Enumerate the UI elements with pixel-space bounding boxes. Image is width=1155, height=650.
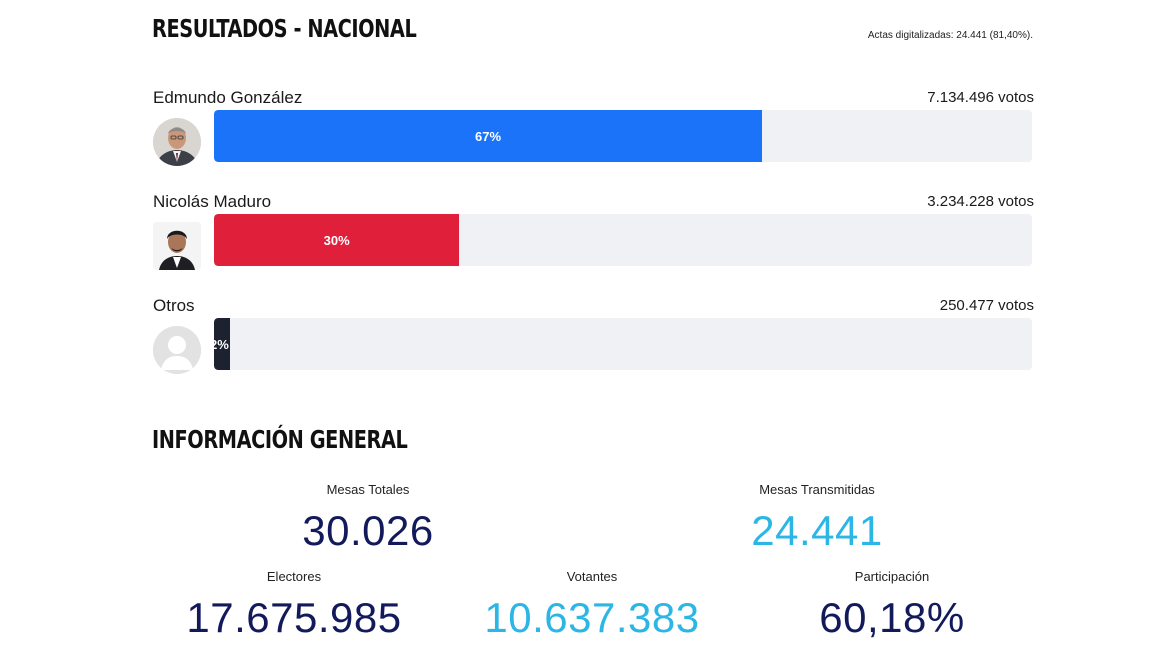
vote-percent-label: 2% [214,336,229,352]
stat-electores: Electores 17.675.985 [164,569,424,642]
stat-value: 24.441 [751,507,883,554]
stat-value: 60,18% [819,594,965,641]
page-title: RESULTADOS - NACIONAL [152,14,417,43]
vote-bar-track: 2% [214,318,1032,370]
candidate-name: Edmundo González [153,88,303,107]
stat-label: Mesas Totales [326,482,410,497]
stat-value: 10.637.383 [484,594,700,641]
stat-label: Participación [854,569,930,584]
section-title: INFORMACIÓN GENERAL [152,425,408,454]
vote-bar-fill: 67% [214,110,763,162]
candidate-votes: 250.477 votos [939,297,1034,314]
candidate-votes: 3.234.228 votos [927,193,1034,210]
stat-value: 30.026 [302,507,434,554]
stat-mesas-totales: Mesas Totales 30.026 [268,482,468,555]
vote-percent-label: 30% [323,232,350,248]
candidate-name: Otros [153,296,195,315]
person-photo-icon [153,222,201,270]
stat-value: 17.675.985 [186,594,402,641]
stat-participacion: Participación 60,18% [762,569,1022,642]
vote-bar-track: 67% [214,110,1032,162]
vote-percent-label: 67% [475,128,502,144]
candidate-name: Nicolás Maduro [153,192,272,211]
actas-digitalizadas: Actas digitalizadas: 24.441 (81,40%). [867,30,1033,41]
stat-label: Mesas Transmitidas [759,482,875,497]
vote-bar-track: 30% [214,214,1032,266]
vote-bar-fill: 2% [214,318,231,370]
default-user-icon [153,326,201,374]
stat-label: Electores [266,569,322,584]
stat-votantes: Votantes 10.637.383 [462,569,722,642]
vote-bar-fill: 30% [214,214,460,266]
person-photo-icon [153,118,201,166]
candidate-votes: 7.134.496 votos [927,89,1034,106]
stat-label: Votantes [566,569,618,584]
stat-mesas-transmitidas: Mesas Transmitidas 24.441 [717,482,917,555]
